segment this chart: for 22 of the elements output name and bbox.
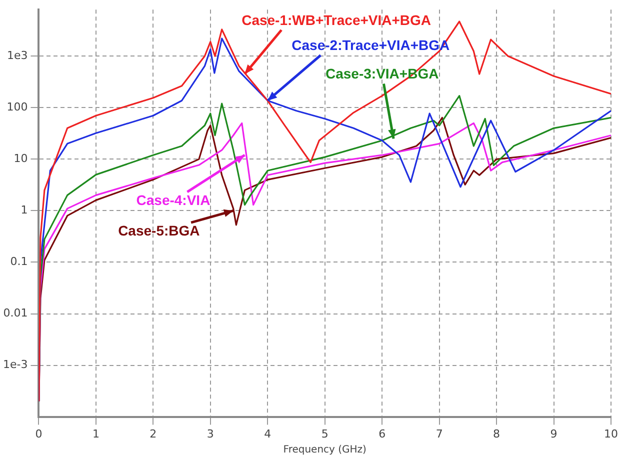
x-tick-label: 7 (436, 427, 443, 440)
x-tick-label: 5 (321, 427, 328, 440)
x-tick-label: 1 (92, 427, 100, 440)
x-tick-label: 2 (150, 427, 157, 440)
y-tick-label: 1e3 (6, 48, 28, 62)
annotation: Case-5:BGA (118, 222, 200, 238)
x-tick-label: 8 (493, 427, 500, 440)
y-tick-label: 10 (14, 152, 28, 166)
x-tick-label: 9 (550, 427, 558, 440)
annotation: Case-1:WB+Trace+VIA+BGA (242, 12, 432, 28)
x-axis-title: Frequency (GHz) (283, 444, 367, 456)
x-tick-label: 3 (206, 427, 214, 440)
y-tick-label: 0.01 (3, 306, 28, 320)
y-tick-label: 1 (20, 204, 28, 217)
annotation: Case-4:VIA (136, 192, 210, 208)
x-tick-label: 6 (378, 427, 386, 440)
y-tick-label: 0.1 (10, 255, 28, 268)
x-tick-label: 0 (35, 427, 42, 440)
x-tick-label: 10 (604, 427, 618, 440)
y-tick-label: 100 (6, 100, 28, 114)
y-tick-label: 1e-3 (3, 358, 28, 372)
x-tick-label: 4 (264, 427, 272, 440)
